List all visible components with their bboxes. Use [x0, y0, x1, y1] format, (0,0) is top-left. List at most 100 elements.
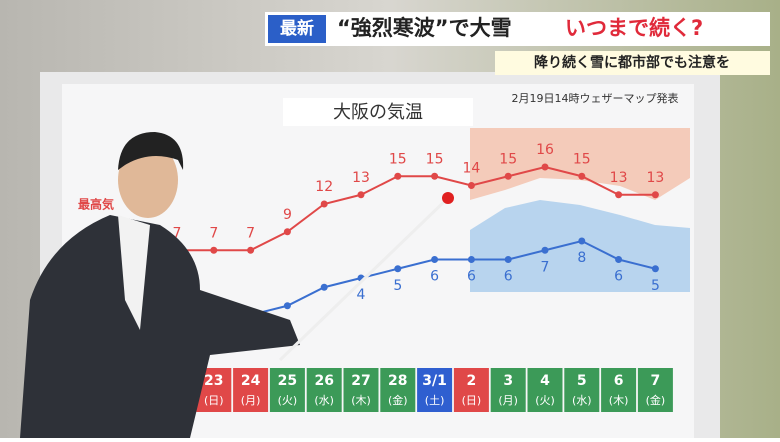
point [615, 256, 623, 263]
weekday-label: (月) [498, 394, 518, 407]
day-cell [233, 368, 269, 412]
point [615, 191, 623, 199]
weekday-label: (土) [425, 394, 445, 407]
x-tick-label: 5 [577, 373, 587, 389]
point [504, 256, 512, 263]
point [320, 283, 328, 291]
series-line [177, 165, 656, 252]
day-cell [269, 368, 305, 412]
day-cell [343, 368, 379, 412]
day-cell [601, 368, 637, 412]
point [578, 237, 586, 245]
weekday-label: (日) [204, 394, 224, 407]
x-tick-label: 23 [204, 373, 223, 389]
x-tick-label: 28 [388, 373, 407, 389]
value-label: 6 [430, 269, 439, 285]
x-tick-label: 4 [540, 373, 550, 389]
weekday-label: (木) [351, 394, 371, 407]
value-label: 7 [541, 259, 550, 275]
title-box [283, 98, 473, 126]
value-label: 7 [173, 225, 182, 241]
point [541, 246, 549, 254]
x-tick-label: 2 [467, 373, 477, 389]
x-tick-label: 25 [278, 373, 297, 389]
x-tick-label: 7 [651, 373, 661, 389]
point [431, 172, 439, 180]
presenter [20, 132, 454, 438]
value-label: 6 [504, 269, 513, 285]
headline-title: “強烈寒波”で大雪 [337, 16, 512, 40]
value-label: 12 [315, 179, 333, 195]
value-label: 7 [246, 225, 255, 241]
value-label: 5 [651, 278, 660, 294]
value-label: 8 [577, 250, 586, 266]
day-cell [637, 368, 673, 412]
point [247, 246, 255, 254]
value-label: 15 [499, 151, 517, 167]
point [467, 182, 475, 189]
point [320, 200, 328, 208]
subtitle: 降り続く雪に都市部でも注意を [534, 54, 730, 71]
x-tick-label: 27 [351, 373, 370, 389]
x-tick-label: 24 [241, 373, 261, 389]
point [210, 246, 218, 254]
chart-title: 大阪の気温 [333, 102, 423, 123]
day-cell [380, 368, 416, 412]
point [651, 191, 659, 199]
point [394, 265, 402, 273]
value-label: 16 [536, 142, 554, 158]
point [467, 256, 475, 263]
point [394, 172, 402, 180]
value-label: 15 [426, 151, 444, 167]
weekday-label: (月) [241, 394, 261, 407]
value-label: 15 [389, 151, 407, 167]
value-label: 13 [646, 170, 664, 186]
high-range [470, 128, 690, 200]
value-label: 5 [393, 278, 402, 294]
legend-label: 最高気 [78, 197, 114, 212]
point [283, 228, 291, 236]
day-cell [453, 368, 489, 412]
badge-box [268, 15, 326, 43]
day-cell [564, 368, 600, 412]
weekday-label: (木) [609, 394, 629, 407]
point [541, 163, 549, 171]
x-tick-label: 3/1 [422, 373, 447, 389]
point [431, 256, 439, 263]
day-cell [490, 368, 526, 412]
weekday-label: (水) [314, 394, 334, 407]
x-tick-label: 3 [503, 373, 513, 389]
value-label: 9 [283, 207, 292, 223]
point [283, 302, 291, 310]
weekday-label: (日) [462, 394, 482, 407]
headline-box [265, 12, 770, 46]
weekday-label: (火) [278, 394, 298, 407]
day-cell [527, 368, 563, 412]
point [357, 191, 365, 199]
value-label: 6 [614, 269, 623, 285]
badge: 最新 [280, 18, 314, 39]
headline-question: いつまで続く? [565, 16, 703, 40]
value-label: 15 [573, 151, 591, 167]
value-label: 7 [209, 225, 218, 241]
day-cell [417, 368, 453, 412]
value-label: 13 [610, 170, 628, 186]
value-label: 4 [357, 287, 366, 303]
value-label: 14 [462, 161, 480, 177]
weekday-label: (金) [388, 393, 408, 407]
weekday-label: (火) [535, 394, 555, 407]
x-tick-label: 26 [314, 373, 333, 389]
point [651, 265, 659, 273]
weekday-label: (金) [646, 393, 666, 407]
subtitle-box [495, 51, 770, 75]
source: 2月19日14時ウェザーマップ発表 [512, 91, 679, 105]
low-range [470, 200, 690, 292]
point [578, 172, 586, 180]
point [504, 172, 512, 180]
day-cell [306, 368, 342, 412]
value-label: 13 [352, 170, 370, 186]
weekday-label: (水) [572, 394, 592, 407]
x-tick-label: 6 [614, 373, 624, 389]
value-label: 6 [467, 269, 476, 285]
